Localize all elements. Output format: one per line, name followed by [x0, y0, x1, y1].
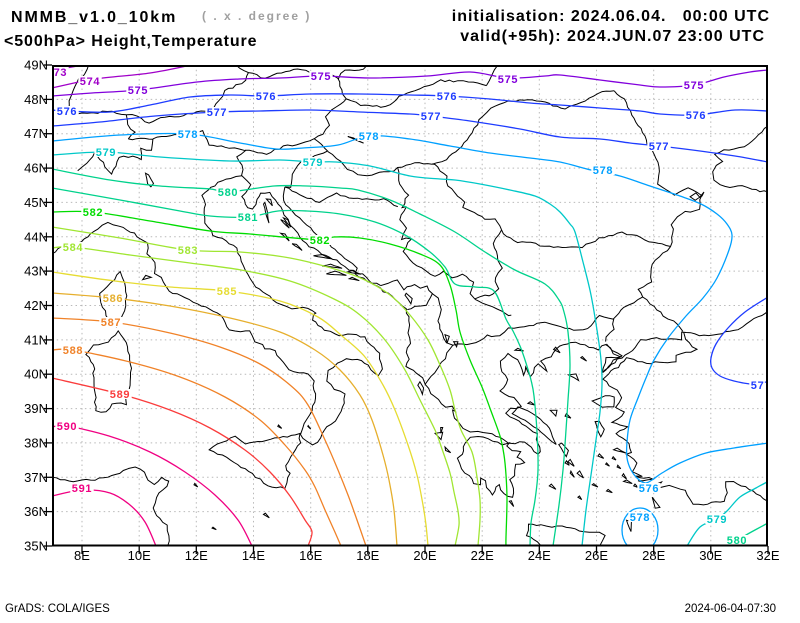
svg-text:24E: 24E: [528, 548, 551, 563]
svg-text:NMMB_v1.0_10km: NMMB_v1.0_10km: [11, 9, 177, 26]
svg-text:573: 573: [47, 67, 67, 79]
svg-text:575: 575: [684, 80, 704, 92]
svg-text:44N: 44N: [24, 229, 48, 244]
svg-text:576: 576: [437, 91, 457, 103]
svg-text:577: 577: [649, 141, 669, 153]
svg-text:578: 578: [630, 512, 650, 524]
svg-text:39N: 39N: [24, 401, 48, 416]
svg-text:30E: 30E: [699, 548, 722, 563]
svg-text:37N: 37N: [24, 470, 48, 485]
svg-text:578: 578: [593, 165, 613, 177]
svg-text:26E: 26E: [585, 548, 608, 563]
svg-text:46N: 46N: [24, 161, 48, 176]
svg-text:2024-06-04-07:30: 2024-06-04-07:30: [685, 603, 776, 615]
svg-text:579: 579: [303, 157, 323, 169]
svg-text:583: 583: [178, 245, 198, 257]
svg-text:574: 574: [80, 76, 101, 88]
svg-text:45N: 45N: [24, 195, 48, 210]
svg-text:8E: 8E: [74, 548, 90, 563]
svg-text:584: 584: [63, 242, 84, 254]
svg-text:588: 588: [63, 345, 83, 357]
svg-text:16E: 16E: [299, 548, 322, 563]
svg-text:578: 578: [359, 131, 379, 143]
svg-text:589: 589: [110, 389, 130, 401]
svg-text:582: 582: [83, 207, 103, 219]
svg-text:12E: 12E: [185, 548, 208, 563]
svg-text:579: 579: [96, 147, 116, 159]
svg-text:( . x . degree ): ( . x . degree ): [202, 9, 311, 23]
svg-text:576: 576: [57, 106, 77, 118]
svg-text:42N: 42N: [24, 298, 48, 313]
svg-text:577: 577: [421, 111, 441, 123]
svg-text:577: 577: [207, 107, 227, 119]
svg-text:580: 580: [218, 187, 238, 199]
svg-text:GrADS: COLA/IGES: GrADS: COLA/IGES: [5, 603, 110, 615]
svg-text:initialisation: 2024.06.04.: initialisation: 2024.06.04. 00:00 UTC: [452, 8, 770, 25]
svg-text:587: 587: [101, 317, 121, 329]
svg-text:48N: 48N: [24, 92, 48, 107]
svg-text:20E: 20E: [413, 548, 436, 563]
svg-text:14E: 14E: [242, 548, 265, 563]
svg-text:586: 586: [103, 293, 123, 305]
svg-text:<500hPa> Height,Temperature: <500hPa> Height,Temperature: [4, 33, 257, 50]
svg-text:22E: 22E: [471, 548, 494, 563]
svg-text:580: 580: [727, 535, 747, 547]
svg-text:36N: 36N: [24, 504, 48, 519]
svg-text:41N: 41N: [24, 332, 48, 347]
svg-text:575: 575: [498, 74, 518, 86]
svg-text:582: 582: [310, 235, 330, 247]
svg-text:47N: 47N: [24, 126, 48, 141]
svg-text:579: 579: [707, 514, 727, 526]
svg-text:38N: 38N: [24, 435, 48, 450]
svg-text:18E: 18E: [356, 548, 379, 563]
svg-text:43N: 43N: [24, 264, 48, 279]
svg-text:591: 591: [72, 483, 92, 495]
svg-text:32E: 32E: [756, 548, 779, 563]
svg-text:575: 575: [311, 71, 331, 83]
svg-text:575: 575: [128, 85, 148, 97]
svg-text:10E: 10E: [128, 548, 151, 563]
svg-text:576: 576: [639, 483, 659, 495]
svg-text:valid(+95h): 2024.JUN.07 23:00: valid(+95h): 2024.JUN.07 23:00 UTC: [460, 28, 765, 45]
svg-text:577: 577: [751, 380, 771, 392]
svg-text:590: 590: [57, 421, 77, 433]
svg-text:576: 576: [686, 110, 706, 122]
svg-text:578: 578: [178, 129, 198, 141]
svg-text:28E: 28E: [642, 548, 665, 563]
svg-text:576: 576: [256, 91, 276, 103]
svg-text:581: 581: [238, 212, 258, 224]
svg-text:585: 585: [217, 286, 237, 298]
svg-text:40N: 40N: [24, 367, 48, 382]
svg-text:49N: 49N: [24, 58, 48, 73]
svg-text:35N: 35N: [24, 539, 48, 554]
